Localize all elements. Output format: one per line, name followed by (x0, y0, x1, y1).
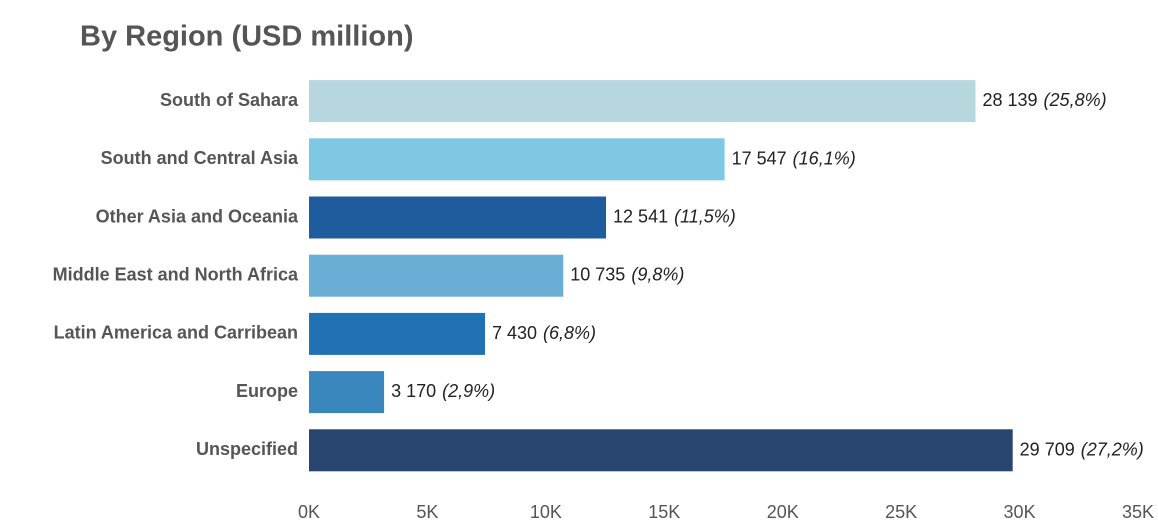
x-tick-label: 5K (416, 502, 438, 522)
percent-label: (27,2%) (1081, 439, 1144, 459)
percent-label: (16,1%) (793, 148, 856, 168)
bar (309, 254, 564, 297)
x-tick-label: 20K (767, 502, 799, 522)
percent-label: (25,8%) (1044, 90, 1107, 110)
data-label: 10 735 (9,8%) (570, 264, 684, 284)
bar (309, 312, 485, 355)
percent-label: (2,9%) (442, 381, 495, 401)
value-label: 28 139 (982, 90, 1037, 110)
chart-title: By Region (USD million) (80, 21, 414, 53)
value-label: 10 735 (570, 264, 625, 284)
category-label: Latin America and Carribean (54, 323, 298, 343)
data-label: 29 709 (27,2%) (1020, 439, 1144, 459)
value-label: 3 170 (391, 381, 436, 401)
bar (309, 80, 976, 123)
x-tick-label: 0K (298, 502, 320, 522)
category-label: South and Central Asia (101, 148, 299, 168)
bar (309, 429, 1013, 472)
category-label: Other Asia and Oceania (96, 206, 299, 226)
percent-label: (11,5%) (674, 206, 736, 226)
data-label: 28 139 (25,8%) (982, 90, 1106, 110)
bar (309, 138, 725, 181)
category-label: Europe (236, 381, 298, 401)
category-label: Unspecified (196, 439, 298, 459)
bar (309, 371, 385, 414)
value-label: 17 547 (732, 148, 787, 168)
value-label: 29 709 (1020, 439, 1075, 459)
x-tick-label: 30K (1004, 502, 1036, 522)
value-label: 12 541 (613, 206, 668, 226)
x-tick-label: 15K (648, 502, 680, 522)
bar (309, 196, 607, 239)
data-label: 3 170 (2,9%) (391, 381, 495, 401)
percent-label: (9,8%) (631, 264, 684, 284)
category-label: Middle East and North Africa (53, 264, 299, 284)
data-label: 12 541 (11,5%) (613, 206, 736, 226)
x-tick-label: 25K (885, 502, 917, 522)
data-label: 7 430 (6,8%) (492, 323, 596, 343)
data-label: 17 547 (16,1%) (732, 148, 856, 168)
x-tick-label: 10K (530, 502, 562, 522)
x-tick-label: 35K (1122, 502, 1154, 522)
value-label: 7 430 (492, 323, 537, 343)
percent-label: (6,8%) (543, 323, 596, 343)
category-label: South of Sahara (160, 90, 299, 110)
